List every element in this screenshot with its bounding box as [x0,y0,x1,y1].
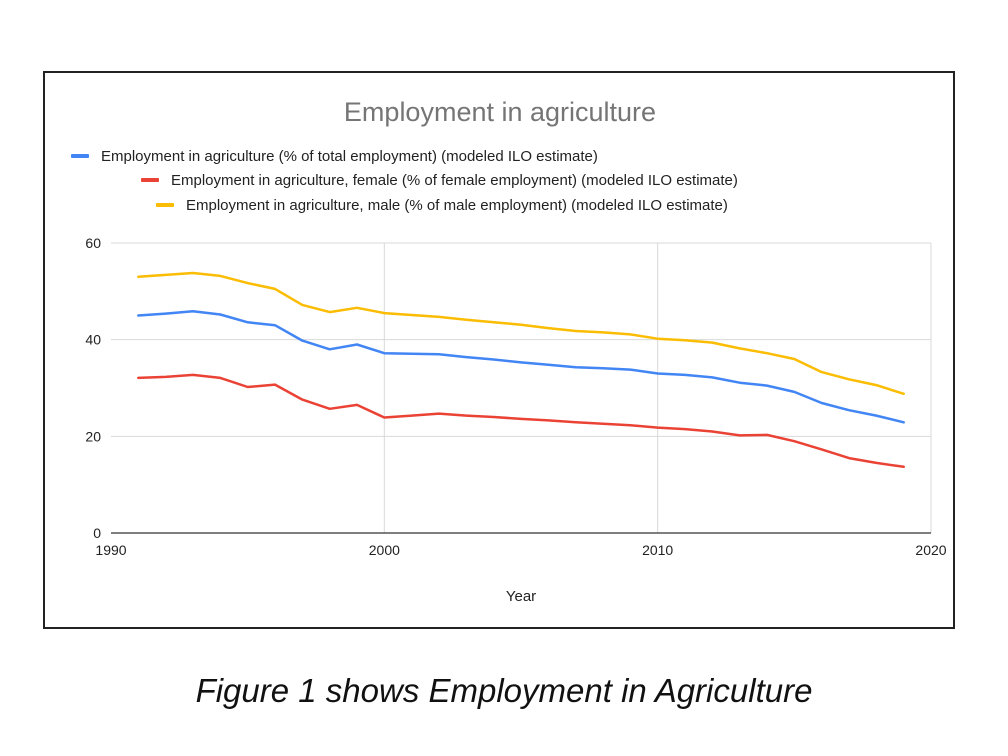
legend-swatch-male [156,203,174,207]
legend-item-total: Employment in agriculture (% of total em… [71,148,598,165]
chart-frame: Employment in agriculture Employment in … [43,71,955,629]
gridlines [111,242,932,533]
x-axis-label: Year [506,588,536,605]
x-tick-label: 2020 [915,542,946,558]
x-tick-label: 2000 [369,542,400,558]
chart-title: Employment in agriculture [344,97,656,127]
line-chart: Employment in agriculture Employment in … [71,97,947,605]
series-line-female [137,373,905,469]
y-tick-label: 20 [85,428,101,444]
legend-swatch-total [71,154,89,158]
y-tick-label: 60 [85,235,101,251]
x-tick-label: 2010 [642,542,673,558]
legend-swatch-female [141,178,159,182]
series-line-male [137,271,905,396]
y-tick-label: 0 [93,525,101,541]
x-tick-label: 1990 [95,542,126,558]
series-lines [137,271,905,469]
figure-caption: Figure 1 shows Employment in Agriculture [195,672,813,709]
legend-item-male: Employment in agriculture, male (% of ma… [156,197,728,214]
legend: Employment in agriculture (% of total em… [71,148,738,214]
legend-item-female: Employment in agriculture, female (% of … [141,172,738,189]
legend-label-female: Employment in agriculture, female (% of … [171,172,738,189]
legend-label-total: Employment in agriculture (% of total em… [101,148,598,165]
axes: 0 20 40 60 1990 2000 2010 2020 [85,235,946,558]
y-tick-label: 40 [85,332,101,348]
series-line-total [137,309,905,424]
legend-label-male: Employment in agriculture, male (% of ma… [186,197,728,214]
